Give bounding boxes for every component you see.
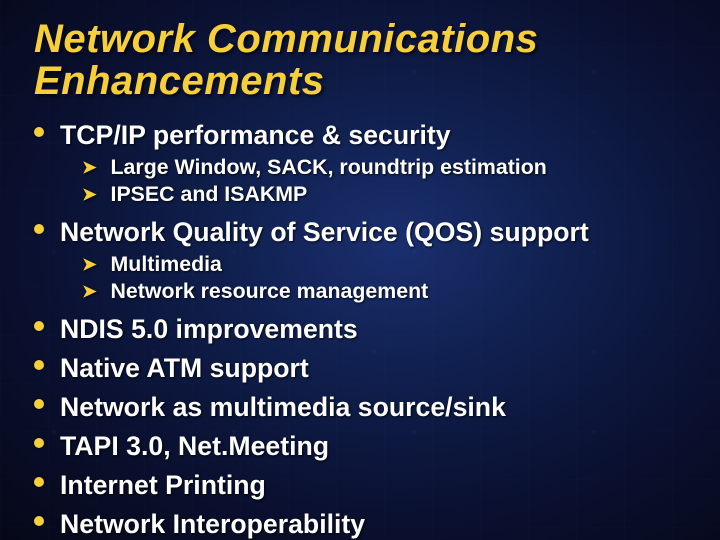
list-item-label: Native ATM support (60, 353, 686, 384)
bullet-icon (34, 224, 44, 234)
list-item: TAPI 3.0, Net.Meeting (34, 431, 686, 462)
arrow-icon: ➤ (82, 186, 97, 203)
sub-list-item-label: IPSEC and ISAKMP (111, 182, 686, 207)
bullet-icon (34, 360, 44, 370)
list-item-label: Network as multimedia source/sink (60, 392, 686, 423)
sub-list: ➤ Large Window, SACK, roundtrip estimatio… (60, 155, 686, 207)
list-item-label: TAPI 3.0, Net.Meeting (60, 431, 686, 462)
list-item-label: Internet Printing (60, 470, 686, 501)
sub-list-item: ➤ Multimedia (60, 252, 686, 277)
list-item: TCP/IP performance & security ➤ Large Wind… (34, 120, 686, 209)
list-item: Native ATM support (34, 353, 686, 384)
bullet-icon (34, 438, 44, 448)
sub-list-item: ➤ IPSEC and ISAKMP (60, 182, 686, 207)
bullet-icon (34, 477, 44, 487)
arrow-icon: ➤ (82, 256, 97, 273)
sub-list: ➤ Multimedia ➤ Network resource management (60, 252, 686, 304)
sub-list-item-label: Large Window, SACK, roundtrip estimation (111, 155, 686, 180)
arrow-icon: ➤ (82, 283, 97, 300)
bullet-icon (34, 399, 44, 409)
list-item: Network Interoperability➤Novell Net.Ware… (34, 509, 686, 540)
list-item-label: NDIS 5.0 improvements (60, 314, 686, 345)
sub-list-item-label: Network resource management (111, 279, 686, 304)
sub-list-item-label: Multimedia (111, 252, 686, 277)
slide: Network Communications Enhancements TCP/… (0, 0, 720, 540)
sub-list-item: ➤ Network resource management (60, 279, 686, 304)
list-item: NDIS 5.0 improvements (34, 314, 686, 345)
bullet-list: TCP/IP performance & security ➤ Large Wind… (34, 120, 686, 540)
list-item: Internet Printing (34, 470, 686, 501)
bullet-icon (34, 321, 44, 331)
list-item-label: TCP/IP performance & security (60, 120, 686, 151)
slide-title: Network Communications Enhancements (34, 18, 686, 102)
arrow-icon: ➤ (82, 159, 97, 176)
bullet-icon (34, 127, 44, 137)
sub-list-item: ➤ Large Window, SACK, roundtrip estimatio… (60, 155, 686, 180)
list-item-label: Network Interoperability (60, 509, 686, 540)
list-item-label: Network Quality of Service (QOS) support (60, 217, 686, 248)
bullet-icon (34, 516, 44, 526)
list-item: Network as multimedia source/sink (34, 392, 686, 423)
list-item: Network Quality of Service (QOS) support… (34, 217, 686, 306)
